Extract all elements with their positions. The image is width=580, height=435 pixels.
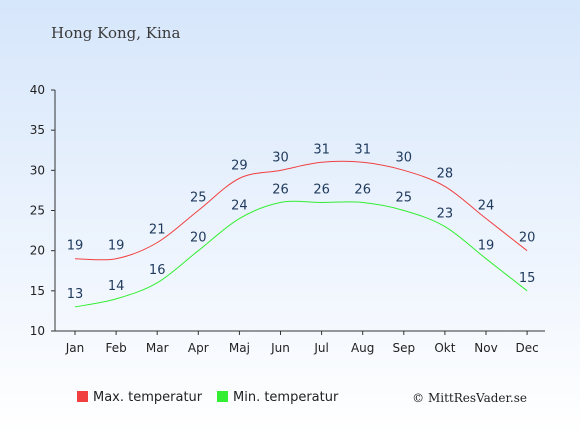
- x-tick-label: Nov: [474, 341, 497, 355]
- x-tick-label: Aug: [351, 341, 374, 355]
- legend-swatch-max-temp: [77, 391, 88, 402]
- max-temp-data-label: 25: [190, 191, 207, 206]
- x-tick-label: Sep: [392, 341, 415, 355]
- min-temp-data-label: 13: [67, 287, 84, 302]
- max-temp-data-label: 31: [354, 142, 371, 157]
- min-temp-data-label: 16: [149, 263, 166, 278]
- min-temp-data-label: 23: [437, 207, 454, 222]
- max-temp-data-label: 28: [437, 166, 454, 181]
- x-tick-label: Apr: [188, 341, 209, 355]
- min-temp-data-label: 14: [108, 279, 125, 294]
- x-tick-label: Jul: [313, 341, 328, 355]
- max-temp-data-label: 29: [231, 158, 248, 173]
- y-tick-label: 25: [30, 204, 45, 218]
- min-temp-data-label: 24: [231, 199, 248, 214]
- x-tick-label: Dec: [515, 341, 538, 355]
- min-temp-data-label: 25: [396, 191, 413, 206]
- y-tick-label: 15: [30, 284, 45, 298]
- y-tick-label: 10: [30, 324, 45, 338]
- max-temp-data-label: 21: [149, 223, 166, 238]
- max-temp-data-label: 19: [67, 239, 84, 254]
- y-tick-label: 20: [30, 244, 45, 258]
- x-tick-label: Jan: [65, 341, 85, 355]
- legend-swatch-min-temp: [217, 391, 228, 402]
- series-line-min-temp: [74, 200, 528, 308]
- y-tick-label: 35: [30, 123, 45, 137]
- x-tick-label: Maj: [229, 341, 250, 355]
- x-tick-label: Jun: [270, 341, 290, 355]
- max-temp-data-label: 19: [108, 239, 125, 254]
- y-tick-label: 30: [30, 163, 45, 177]
- x-tick-label: Okt: [434, 341, 455, 355]
- max-temp-data-label: 30: [396, 150, 413, 165]
- min-temp-data-label: 26: [313, 182, 330, 197]
- legend-label-max-temp: Max. temperatur: [93, 390, 203, 405]
- max-temp-data-label: 31: [313, 142, 330, 157]
- credit-text: © MittResVader.se: [412, 391, 527, 405]
- min-temp-data-label: 19: [478, 239, 495, 254]
- chart-title: Hong Kong, Kina: [51, 24, 180, 42]
- min-temp-data-label: 26: [354, 182, 371, 197]
- x-tick-label: Feb: [105, 341, 126, 355]
- max-temp-data-label: 30: [272, 150, 289, 165]
- min-temp-data-label: 15: [519, 271, 536, 286]
- min-temp-data-label: 20: [190, 231, 207, 246]
- max-temp-data-label: 24: [478, 199, 495, 214]
- series-line-max-temp: [74, 160, 528, 261]
- min-temp-data-label: 26: [272, 182, 289, 197]
- y-tick-label: 40: [30, 83, 45, 97]
- x-tick-label: Mar: [146, 341, 169, 355]
- max-temp-data-label: 20: [519, 231, 536, 246]
- legend-label-min-temp: Min. temperatur: [233, 390, 339, 405]
